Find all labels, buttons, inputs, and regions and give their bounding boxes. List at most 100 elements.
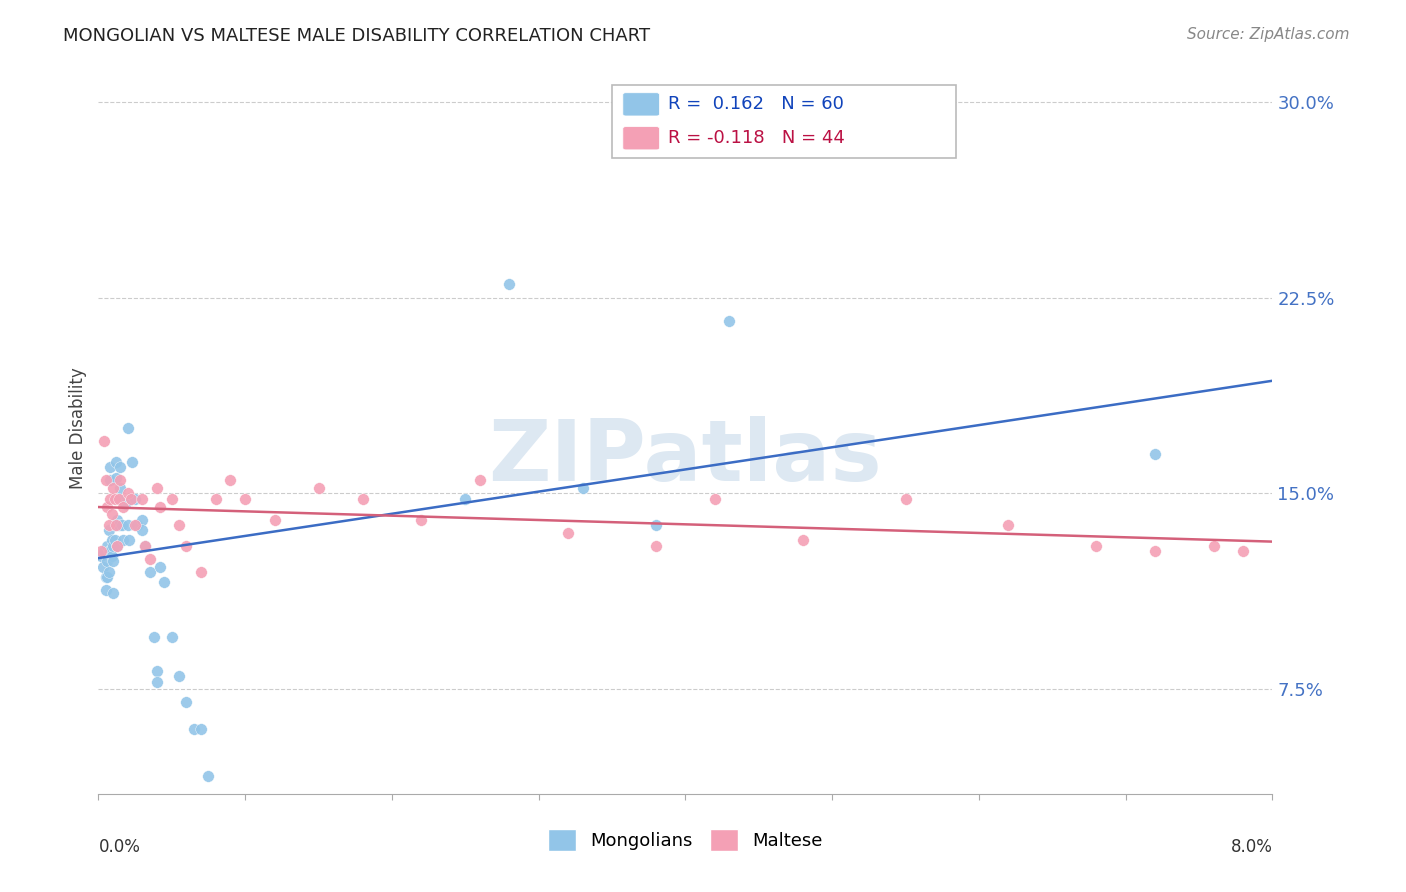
Point xyxy=(139,551,162,566)
Point xyxy=(139,565,162,579)
Text: Source: ZipAtlas.com: Source: ZipAtlas.com xyxy=(1187,27,1350,42)
Point xyxy=(96,570,118,584)
Point xyxy=(1202,539,1225,553)
Text: ZIPatlas: ZIPatlas xyxy=(488,416,883,499)
Point xyxy=(131,491,153,506)
Point xyxy=(100,549,122,564)
Point xyxy=(134,539,156,553)
Point xyxy=(167,517,190,532)
Point xyxy=(117,421,139,435)
Point xyxy=(131,523,153,537)
Point xyxy=(117,486,139,500)
Point xyxy=(1085,539,1108,553)
Legend: Mongolians, Maltese: Mongolians, Maltese xyxy=(541,822,830,858)
Point xyxy=(90,549,112,564)
Point xyxy=(557,525,579,540)
Point xyxy=(160,630,183,644)
Point xyxy=(97,565,120,579)
Point xyxy=(718,314,741,328)
Point xyxy=(101,481,124,495)
Point xyxy=(146,664,169,678)
Point xyxy=(792,533,814,548)
Point xyxy=(96,554,118,568)
Point xyxy=(167,669,190,683)
Point xyxy=(190,722,212,736)
Point xyxy=(124,491,146,506)
Point xyxy=(205,491,228,506)
Point xyxy=(1144,447,1167,461)
Point xyxy=(411,512,433,526)
Point xyxy=(121,455,143,469)
Point xyxy=(146,674,169,689)
Point xyxy=(118,533,141,548)
Text: R = -0.118   N = 44: R = -0.118 N = 44 xyxy=(668,129,845,147)
Point xyxy=(93,434,115,449)
Point xyxy=(105,517,128,532)
Point xyxy=(571,481,593,495)
Point xyxy=(197,769,219,783)
Point xyxy=(107,539,129,553)
Point xyxy=(93,544,115,558)
Point xyxy=(219,474,242,488)
Point xyxy=(703,491,725,506)
Point xyxy=(103,533,125,548)
Point xyxy=(124,517,146,532)
Point xyxy=(190,565,212,579)
Point xyxy=(146,481,169,495)
Point xyxy=(91,559,114,574)
Point xyxy=(105,471,128,485)
Point xyxy=(100,508,122,522)
Point xyxy=(308,481,330,495)
Point xyxy=(101,554,124,568)
Y-axis label: Male Disability: Male Disability xyxy=(69,368,87,489)
Point xyxy=(149,500,172,514)
Point xyxy=(160,491,183,506)
Point xyxy=(108,491,131,506)
Point xyxy=(498,277,520,292)
Point xyxy=(98,460,121,475)
Point xyxy=(110,460,132,475)
Point xyxy=(94,570,117,584)
Point xyxy=(125,517,148,532)
Point xyxy=(96,539,118,553)
Point xyxy=(1144,544,1167,558)
Point xyxy=(176,539,198,553)
Point xyxy=(94,583,117,598)
Point xyxy=(108,517,131,532)
Point xyxy=(100,533,122,548)
Point xyxy=(103,517,125,532)
Point xyxy=(97,544,120,558)
Text: 0.0%: 0.0% xyxy=(98,838,141,855)
Point xyxy=(97,517,120,532)
Point xyxy=(98,544,121,558)
Point xyxy=(468,474,491,488)
Point xyxy=(112,533,135,548)
Point xyxy=(107,512,129,526)
Point xyxy=(120,491,142,506)
Point xyxy=(110,481,132,495)
Point xyxy=(454,491,477,506)
Point xyxy=(143,630,166,644)
Point xyxy=(101,539,124,553)
Point xyxy=(114,497,136,511)
Point xyxy=(90,544,112,558)
Point xyxy=(103,491,125,506)
Point xyxy=(98,491,121,506)
Point xyxy=(97,523,120,537)
Point xyxy=(108,491,131,506)
Point xyxy=(149,559,172,574)
Point xyxy=(112,500,135,514)
Point xyxy=(153,575,176,590)
Point xyxy=(110,474,132,488)
Point xyxy=(352,491,374,506)
Point xyxy=(894,491,917,506)
Text: MONGOLIAN VS MALTESE MALE DISABILITY CORRELATION CHART: MONGOLIAN VS MALTESE MALE DISABILITY COR… xyxy=(63,27,651,45)
Point xyxy=(96,500,118,514)
Point xyxy=(98,474,121,488)
Point xyxy=(117,517,139,532)
Point xyxy=(645,539,668,553)
Point xyxy=(263,512,285,526)
Point xyxy=(1232,544,1254,558)
Point xyxy=(997,517,1019,532)
Point xyxy=(645,517,668,532)
